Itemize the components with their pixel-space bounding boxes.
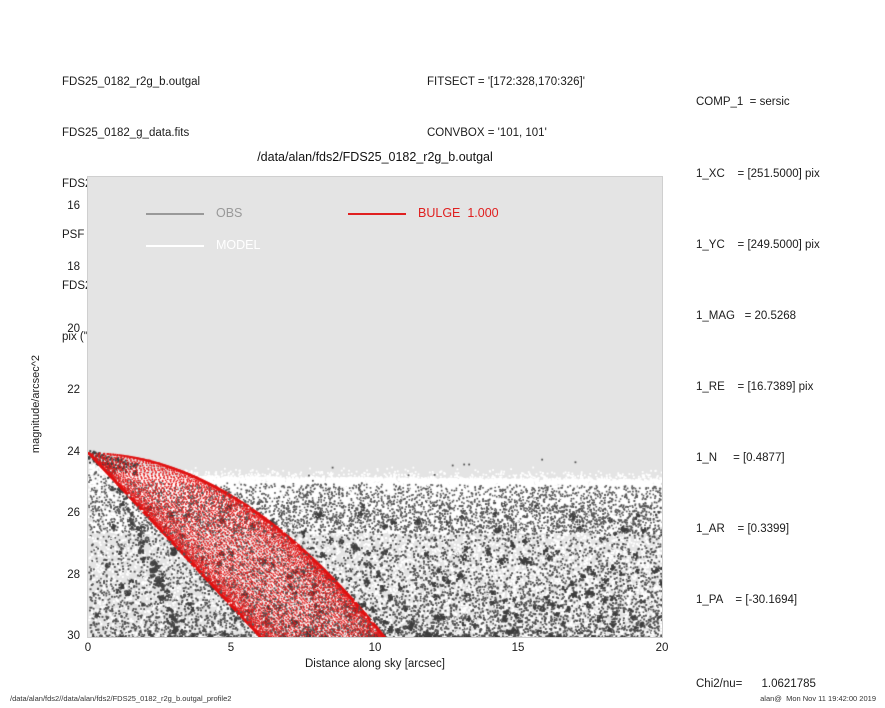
y-tick-label: 16 (67, 200, 80, 212)
legend-line-bulge (348, 213, 406, 215)
param-line: 1_MAG = 20.5268 (696, 309, 797, 322)
param-line: 1_AR = [0.3399] (696, 523, 790, 536)
x-axis-label: Distance along sky [arcsec] (305, 658, 445, 670)
chi2-line: Chi2/nu= 1.0621785 (696, 678, 816, 691)
param-line: 1_XC = [251.5000] pix (696, 167, 820, 180)
comp-line: COMP_1 = sersic (696, 96, 790, 109)
legend-line-model (146, 245, 204, 247)
profile-plot-canvas (88, 177, 662, 637)
y-axis-label: magnitude/arcsec^2 (30, 354, 42, 454)
legend-label-model: MODEL (216, 238, 261, 252)
y-tick-label: 18 (67, 261, 80, 273)
x-tick-label: 0 (84, 642, 92, 654)
component-params-block: COMP_1 = sersic 1_XC = [251.5000] pix 1_… (696, 44, 820, 708)
y-tick-label: 22 (67, 384, 80, 396)
y-tick-label: 30 (67, 630, 80, 642)
plot-title: /data/alan/fds2/FDS25_0182_r2g_b.outgal (257, 150, 493, 164)
x-tick-label: 10 (368, 642, 382, 654)
file-line: FDS25_0182_r2g_b.outgal (62, 76, 201, 88)
param-line: 1_YC = [249.5000] pix (696, 238, 820, 251)
file-line: FDS25_0182_g_data.fits (62, 127, 190, 139)
param-line: 1_RE = [16.7389] pix (696, 380, 814, 393)
y-tick-label: 24 (67, 446, 80, 458)
param-line: 1_PA = [-30.1694] (696, 594, 798, 607)
legend-line-obs (146, 213, 204, 215)
y-tick-label: 28 (67, 569, 80, 581)
convbox-line: CONVBOX = '101, 101' (427, 127, 547, 139)
profile-plot: OBS MODEL BULGE 1.000 (87, 176, 663, 638)
footer-path: /data/alan/fds2//data/alan/fds2/FDS25_01… (10, 694, 232, 703)
x-tick-label: 15 (511, 642, 525, 654)
param-line: 1_N = [0.4877] (696, 451, 785, 464)
y-tick-label: 20 (67, 323, 80, 335)
x-tick-label: 5 (227, 642, 235, 654)
legend-label-obs: OBS (216, 206, 243, 220)
footer-timestamp: alan@ Mon Nov 11 19:42:00 2019 (760, 694, 876, 703)
legend-label-bulge: BULGE 1.000 (418, 206, 499, 220)
fitsect-line: FITSECT = '[172:328,170:326]' (427, 76, 585, 88)
x-tick-label: 20 (655, 642, 669, 654)
y-tick-label: 26 (67, 507, 80, 519)
